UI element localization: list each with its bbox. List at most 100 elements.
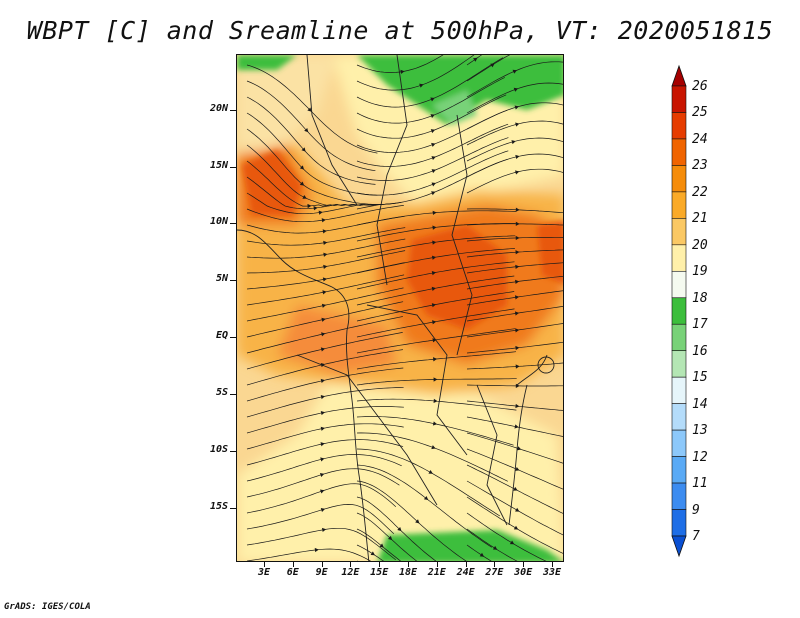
streamline-arrow (320, 489, 325, 494)
streamline-arrow (301, 147, 306, 152)
streamline-arrow (515, 279, 520, 284)
streamline-arrow (431, 286, 436, 291)
streamline-arrow (423, 495, 429, 500)
lat-tick-mark (230, 280, 236, 281)
streamline-arrow (513, 486, 518, 491)
streamline-arrow (320, 442, 325, 447)
streamline-arrow (307, 203, 312, 209)
streamline-arrow (509, 540, 515, 545)
lat-tick-label: 5N (215, 273, 228, 284)
lat-tick-label: 15S (209, 501, 228, 512)
lat-tick-mark (230, 223, 236, 224)
streamline-arrow (323, 264, 328, 269)
colorbar-segments (671, 64, 687, 558)
lon-tick-mark (350, 562, 352, 567)
colorbar-segment (671, 509, 687, 537)
streamline-arrow (514, 311, 520, 316)
colorbar-label: 17 (692, 317, 708, 333)
streamline-arrow (432, 225, 437, 230)
streamline-arrow (400, 69, 405, 74)
colorbar-extend-bottom (671, 535, 687, 558)
streamline-arrow (379, 543, 384, 548)
streamline-arrow (513, 525, 519, 530)
lon-tick-mark (379, 562, 381, 567)
streamline-arrow (515, 170, 520, 175)
streamline-arrow (302, 194, 307, 199)
lat-tick-mark (230, 337, 236, 338)
streamline-arrow (432, 338, 437, 343)
lon-tick-mark (552, 562, 553, 567)
streamline-arrow (397, 526, 402, 532)
lat-tick-mark (230, 394, 236, 395)
streamline-arrow (515, 207, 520, 212)
colorbar-label: 11 (692, 476, 708, 492)
colorbar-label: 22 (692, 184, 708, 200)
streamline-arrow (431, 182, 436, 187)
streamline-arrow (304, 127, 309, 133)
streamline-arrow (320, 378, 325, 384)
lon-tick-label: 24E (456, 567, 475, 578)
streamline-arrow (431, 255, 437, 260)
streamline-arrow (431, 169, 436, 174)
streamline-arrow (320, 362, 325, 368)
streamline-arrow (431, 191, 436, 196)
lon-tick-mark (523, 562, 525, 567)
streamline-arrow (314, 547, 319, 553)
streamline-arrow (313, 206, 318, 211)
lon-tick-label: 33E (542, 567, 562, 578)
coastlines-borders (237, 55, 555, 561)
streamline-arrow (433, 377, 438, 382)
colorbar-segment (671, 112, 687, 140)
streamline-arrow (320, 347, 326, 352)
colorbar-label: 9 (692, 502, 700, 518)
lat-tick-label: 15N (209, 160, 228, 171)
colorbar-segment (671, 165, 687, 193)
colorbar-segment (671, 138, 687, 166)
streamline-arrow (370, 551, 375, 556)
shade-17-south (377, 530, 563, 561)
colorbar-label: 21 (692, 211, 708, 227)
streamline-arrow (473, 57, 478, 62)
southwest-coastline (346, 329, 370, 561)
streamline-arrow (415, 519, 420, 524)
colorbar-segment (671, 403, 687, 431)
streamline-arrow (322, 277, 328, 282)
streamline-arrow (515, 403, 520, 409)
streamline-arrow (323, 252, 328, 257)
colorbar-label: 16 (692, 343, 708, 359)
streamline-arrow (433, 398, 438, 404)
streamline-arrow (515, 466, 520, 471)
wbpt-field-map (237, 55, 563, 561)
colorbar-segment (671, 456, 687, 484)
lon-tick-label: 30E (514, 567, 533, 578)
streamline-arrow (515, 235, 520, 241)
lon-tick-label: 18E (398, 567, 418, 578)
streamline-arrow (515, 383, 520, 389)
streamline-arrow (515, 364, 520, 369)
colorbar-segment (671, 429, 687, 457)
shade-23-east-core (537, 220, 563, 285)
colorbar-label: 14 (692, 396, 708, 412)
border-2 (376, 55, 408, 286)
lon-tick-label: 21E (427, 567, 446, 578)
streamline-arrow (433, 357, 438, 362)
streamline-arrow (515, 264, 520, 269)
border-5 (296, 354, 438, 506)
colorbar-segment (671, 270, 687, 299)
streamline-arrow (515, 507, 520, 512)
lat-tick-label: 20N (209, 103, 228, 114)
streamline-arrow (428, 469, 433, 474)
streamline-arrow (321, 218, 326, 223)
lon-tick-mark (494, 562, 496, 567)
colorbar-label: 25 (692, 105, 708, 121)
streamline-arrow (515, 154, 520, 160)
colorbar-segment (671, 482, 687, 510)
streamline-arrow (430, 97, 435, 102)
lon-tick-mark (321, 562, 323, 567)
streamline-arrow (432, 210, 437, 216)
shade-22-southwest (277, 305, 397, 375)
lon-tick-label: 12E (341, 567, 360, 578)
streamline-arrow (515, 221, 520, 226)
